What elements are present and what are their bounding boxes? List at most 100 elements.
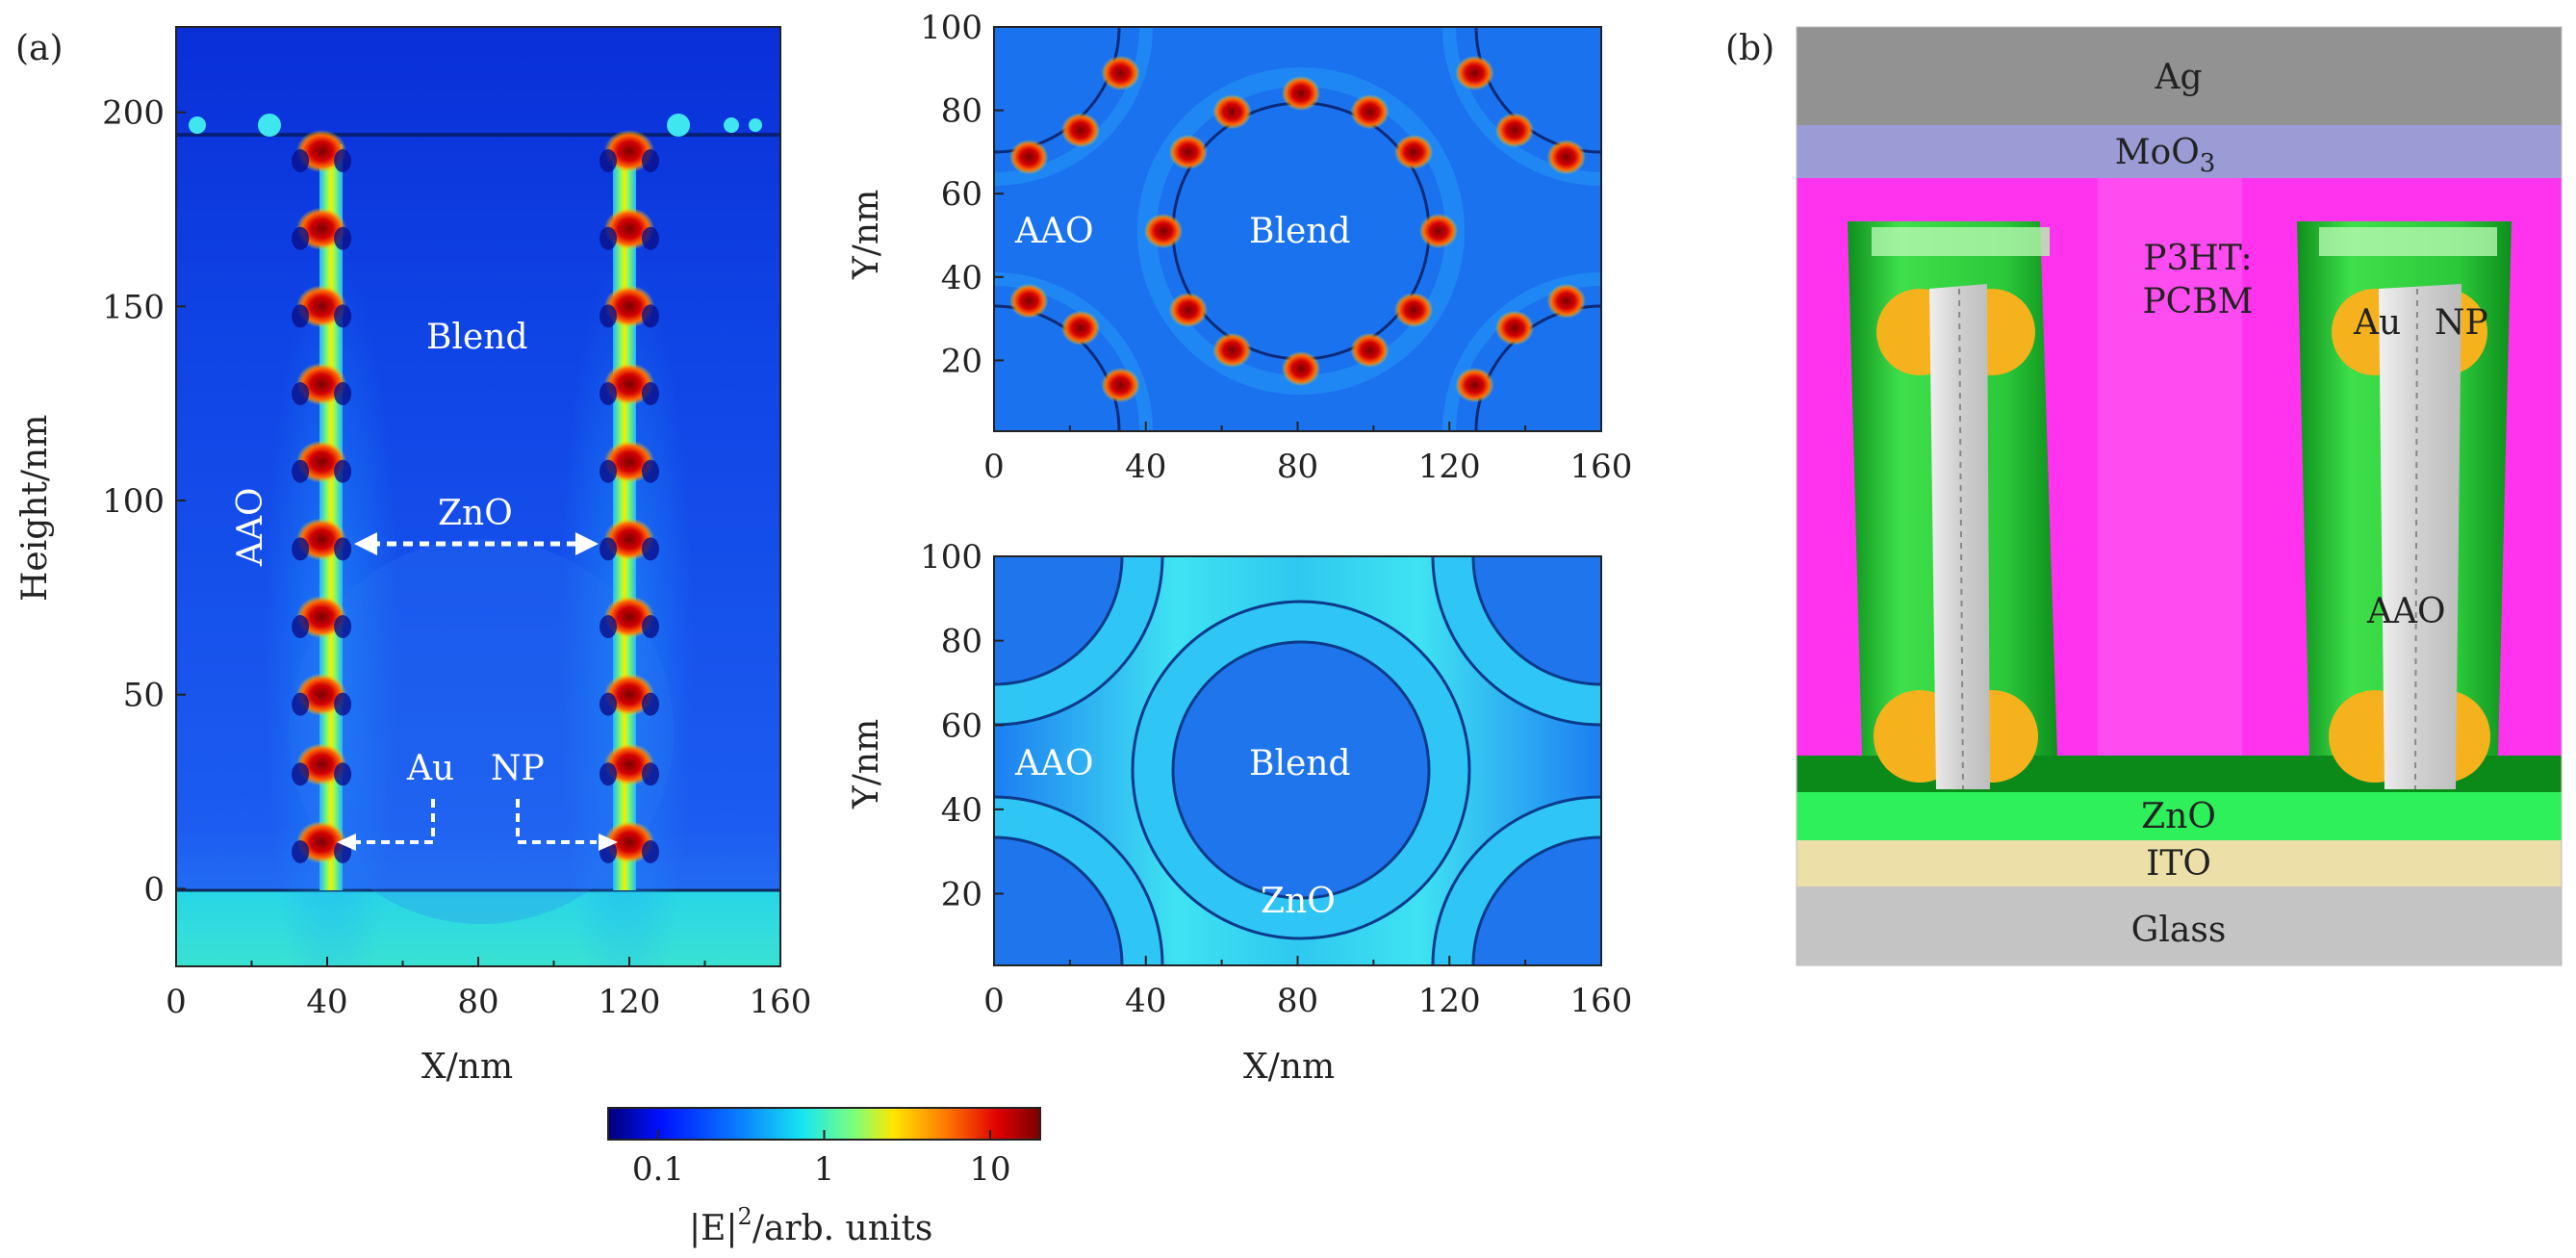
field-shadow [292,149,310,173]
x-tick-label: 160 [1570,448,1633,486]
field-shadow [599,382,617,406]
top1-y-label: Y/nm [847,190,886,280]
label-moo3: MoO3 [2115,133,2216,178]
field-hotspot [296,673,347,716]
panel-label-a: (a) [15,29,64,68]
label-np-side: NP [491,749,545,788]
field-hotspot [604,673,654,716]
x-tick-label: 120 [599,983,661,1021]
x-tick-label: 40 [1125,448,1166,486]
field-shadow [334,459,352,483]
field-hotspot [1212,332,1252,368]
hotspots-right [599,130,659,863]
field-shadow [642,537,659,561]
layer-ito [1797,840,2562,886]
field-hotspot [1009,140,1049,175]
x-tick-label: 160 [1570,982,1633,1020]
colorbar: 0.1 1 10 |E|2/arb. units [607,1107,1041,1248]
field-shadow [642,304,659,328]
x-tick-label: 120 [1418,448,1481,486]
field-shadow [292,839,310,863]
top1-hotspots [1009,55,1586,403]
y-tick-label: 100 [102,482,165,521]
field-hotspot [296,130,347,173]
field-hotspot [604,596,654,639]
side-view-plot: Blend ZnO AAO Au NP 0 40 80 120 160 0 50 100 15… [15,26,811,1087]
field-hotspot [1455,368,1494,403]
field-shadow [292,692,310,716]
field-hotspot [1060,113,1100,148]
au-np-arrows [356,799,597,844]
field-hotspot [1350,94,1390,130]
side-x-label: X/nm [421,1047,513,1087]
field-shadow [334,382,352,406]
y-tick-label: 80 [941,92,982,131]
field-hotspot [1101,368,1140,403]
y-tick-label: 200 [102,94,165,133]
field-hotspot [1282,351,1320,386]
field-hotspot [604,820,654,863]
y-tick-label: 100 [920,538,982,577]
zno-pillar-right [2379,284,2461,789]
field-hotspot [1495,310,1535,346]
label-blend-top2: Blend [1249,744,1351,783]
y-tick-label: 20 [941,342,982,380]
top2-x-label: X/nm [1243,1047,1335,1087]
field-hotspot [1009,283,1049,319]
label-ag: Ag [2154,58,2202,97]
x-tick-label: 80 [1277,448,1318,486]
field-hotspot [1168,293,1208,328]
field-shadow [334,304,352,328]
colorbar-ticks: 0.1 1 10 [632,1130,1011,1189]
layer-ag [1797,27,2562,125]
field-hotspot [604,440,654,483]
side-x-axis: 0 40 80 120 160 [166,957,811,1021]
field-hotspot [604,743,654,786]
colorbar-tick-label: 10 [969,1150,1010,1189]
label-zno-schematic: ZnO [2141,797,2216,836]
top2-y-axis: 20 40 60 80 100 [920,538,1004,914]
top2-x-axis: 0 40 80 120 160 [983,956,1632,1020]
field-shadow [642,382,659,406]
field-hotspot [1546,283,1586,319]
label-aao-top1: AAO [1014,212,1094,251]
label-ito: ITO [2146,844,2211,884]
field-hotspot [1101,55,1140,90]
y-tick-label: 40 [941,259,982,297]
field-hotspot [1212,94,1252,130]
layer-moo3 [1797,125,2562,178]
field-hotspot [296,207,347,250]
field-shadow [599,149,617,173]
y-tick-label: 40 [941,791,982,830]
field-shadow [599,615,617,639]
field-hotspot [1350,332,1390,368]
x-tick-label: 120 [1418,982,1481,1020]
field-shadow [599,762,617,786]
x-tick-label: 80 [457,983,498,1021]
field-shadow [599,537,617,561]
field-shadow [292,762,310,786]
device-schematic: Ag MoO3 P3HT: PCBM Au NP AAO ZnO ITO Gla… [1796,26,2563,966]
field-shadow [642,149,659,173]
field-hotspot [296,363,347,406]
layer-glass [1797,886,2562,965]
y-tick-label: 50 [123,677,165,715]
ito-region [176,890,780,966]
panel-label-b: (b) [1725,29,1774,68]
x-tick-label: 0 [166,983,187,1021]
field-hotspot [1168,134,1208,169]
x-tick-label: 0 [983,982,1005,1020]
field-hotspot [1282,76,1320,111]
field-shadow [292,304,310,328]
y-tick-label: 0 [143,870,165,909]
field-hotspot [296,820,347,863]
field-hotspot [1419,214,1458,248]
layer-zno [1797,792,2562,840]
top1-x-axis: 0 40 80 120 160 [983,422,1632,486]
top-view-1-plot: AAO Blend 0 40 80 120 160 20 40 60 80 100 Y/nm [847,9,1632,486]
field-hotspot [604,130,654,173]
colorbar-label: |E|2/arb. units [689,1203,932,1248]
colorbar-tick-label: 1 [814,1150,835,1189]
field-shadow [642,762,659,786]
